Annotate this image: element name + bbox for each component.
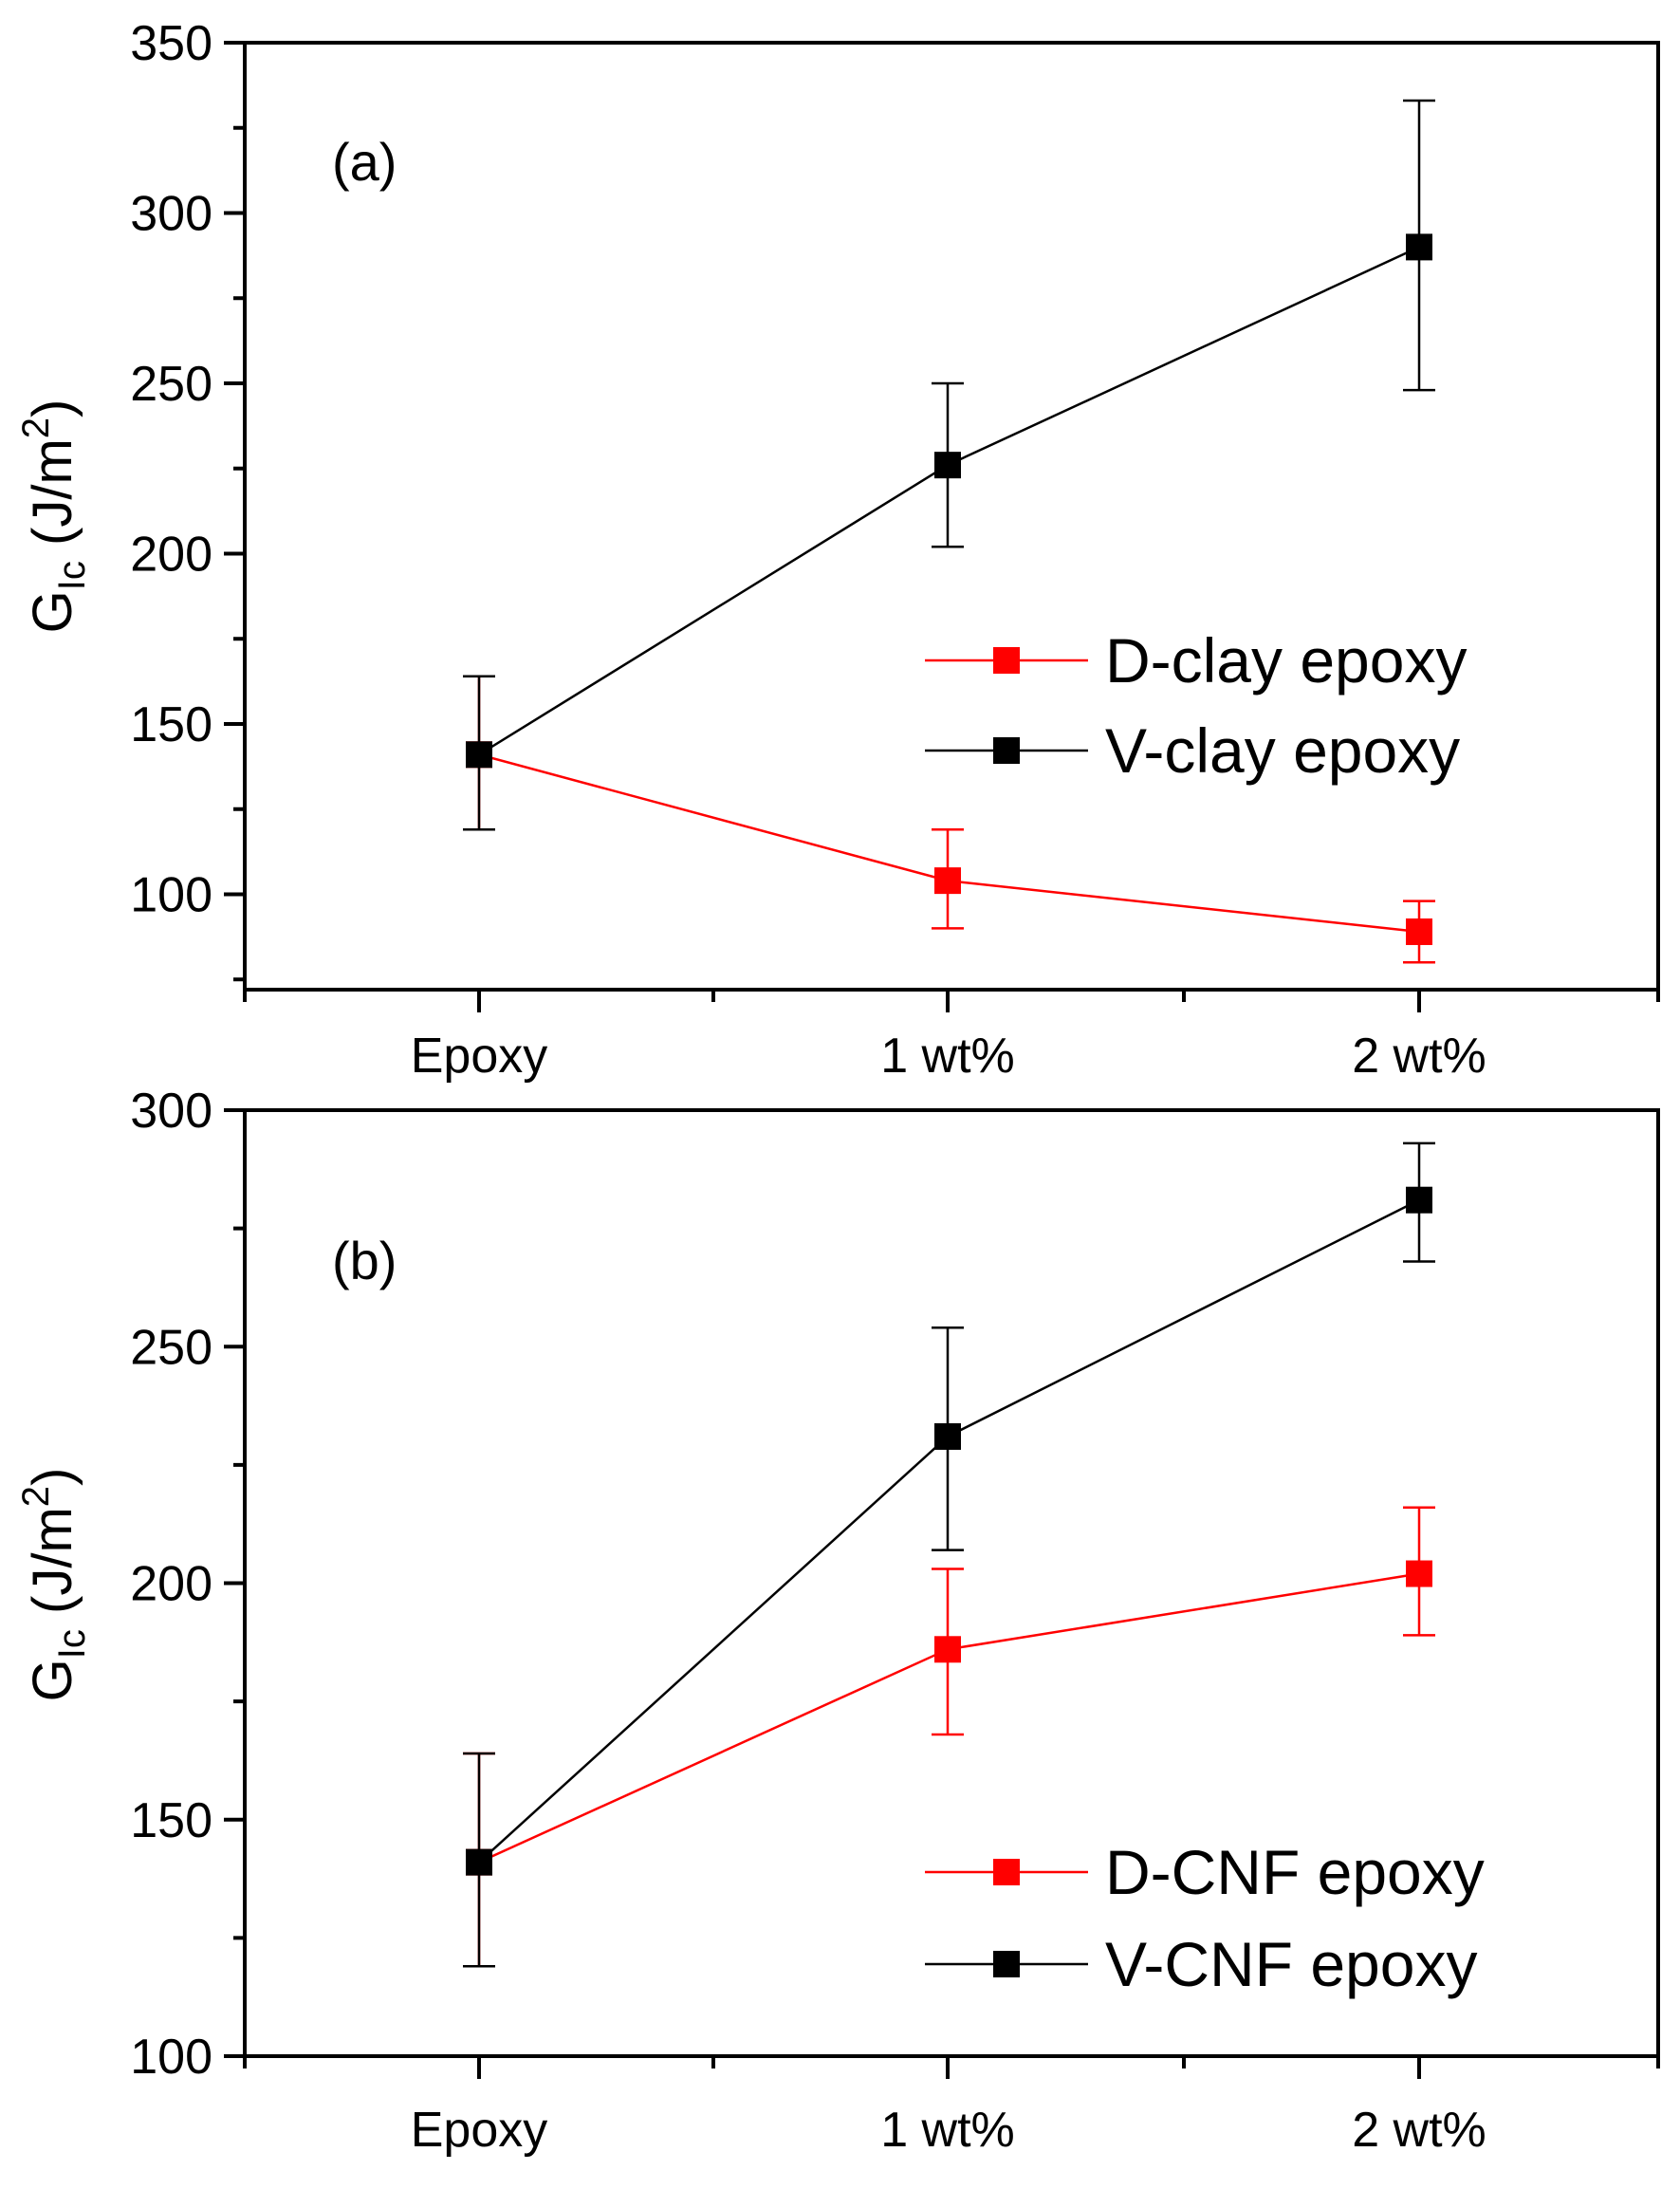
x-tick-label: Epoxy	[411, 2103, 548, 2158]
y-axis-title-close: )	[22, 399, 83, 417]
legend-marker	[993, 737, 1020, 764]
data-point	[466, 741, 492, 769]
x-tick-label: 1 wt%	[880, 2103, 1015, 2158]
data-point	[934, 1422, 961, 1450]
data-point	[934, 452, 961, 479]
y-tick-label: 150	[130, 697, 212, 752]
chart-panel-a: 100 150 200 250 300 350 Epoxy 1 wt% 2 wt% GIc (J/…	[15, 16, 1660, 1084]
x-tick-label: Epoxy	[411, 1029, 548, 1084]
y-axis-title-main: G	[22, 1659, 83, 1701]
y-tick-label: 200	[130, 527, 212, 582]
y-axis-title: GIc (J/m2)	[15, 1468, 93, 1702]
data-point	[466, 1848, 492, 1876]
panel-label: (a)	[332, 132, 397, 192]
y-axis-title-superscript: 2	[15, 417, 57, 438]
data-point	[1406, 918, 1432, 945]
y-axis-title-main: G	[22, 590, 83, 633]
y-tick-label: 100	[130, 867, 212, 922]
legend-marker	[993, 1859, 1020, 1885]
legend-label: D-clay epoxy	[1105, 625, 1467, 696]
legend: D-clay epoxy V-clay epoxy	[925, 625, 1467, 786]
legend-label: D-CNF epoxy	[1105, 1837, 1485, 1907]
y-axis-title: GIc (J/m2)	[15, 399, 93, 634]
plot-frame	[243, 41, 1660, 992]
y-tick-label: 250	[130, 357, 212, 412]
series-line	[478, 1572, 1420, 1864]
series-v-clay-epoxy	[463, 99, 1435, 831]
legend-label: V-clay epoxy	[1105, 715, 1460, 786]
panel-label: (b)	[332, 1231, 397, 1290]
y-tick-label: 250	[130, 1320, 212, 1375]
legend-label: V-CNF epoxy	[1105, 1929, 1477, 1999]
y-axis-title-close: )	[22, 1468, 83, 1486]
y-tick-label: 300	[130, 186, 212, 241]
data-point	[934, 1636, 961, 1663]
x-tick-label: 2 wt%	[1352, 1029, 1486, 1084]
legend: D-CNF epoxy V-CNF epoxy	[925, 1837, 1485, 1999]
x-tick-label: 2 wt%	[1352, 2103, 1486, 2158]
y-axis-title-unit: (J/m	[22, 438, 83, 561]
data-point	[1406, 1186, 1432, 1214]
x-tick-label: 1 wt%	[880, 1029, 1015, 1084]
y-axis-title-subscript: Ic	[51, 1629, 93, 1659]
data-point	[934, 867, 961, 895]
series-line	[478, 1198, 1420, 1864]
data-point	[1406, 233, 1432, 261]
y-tick-label: 200	[130, 1557, 212, 1612]
y-axis-title-unit: (J/m	[22, 1507, 83, 1629]
plot-frame	[243, 1108, 1660, 2058]
y-tick-label: 350	[130, 16, 212, 71]
series-v-cnf-epoxy	[463, 1141, 1435, 1968]
legend-marker	[993, 1951, 1020, 1977]
y-axis-title-superscript: 2	[15, 1486, 57, 1507]
y-tick-label: 150	[130, 1793, 212, 1848]
data-point	[1406, 1560, 1432, 1587]
y-tick-label: 300	[130, 1084, 212, 1139]
legend-marker	[993, 647, 1020, 674]
chart-panel-b: 100 150 200 250 300 Epoxy 1 wt% 2 wt% GIc (J/m2)…	[15, 1084, 1660, 2158]
y-axis-title-subscript: Ic	[51, 561, 93, 590]
y-tick-label: 100	[130, 2030, 212, 2085]
